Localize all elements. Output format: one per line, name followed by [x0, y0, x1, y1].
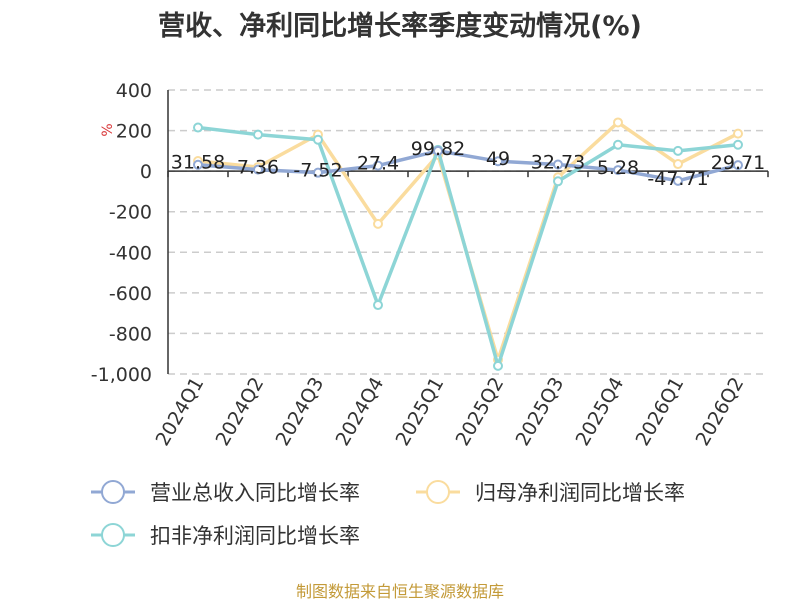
legend-marker: [101, 480, 125, 504]
data-label: 5.28: [597, 157, 639, 179]
data-point: [433, 145, 443, 156]
x-tick-label: 2026Q1: [632, 374, 689, 450]
data-label: 99.82: [411, 138, 465, 160]
y-axis-label: %: [100, 123, 116, 136]
y-tick-label: 400: [116, 80, 152, 102]
data-label: -7.52: [293, 160, 342, 182]
data-point: [193, 122, 203, 133]
x-tick-label: 2025Q4: [572, 374, 629, 450]
data-label: 29.71: [711, 152, 765, 174]
data-point: [373, 300, 383, 311]
data-point: [733, 139, 743, 150]
data-point: [553, 176, 563, 187]
data-point: [493, 156, 503, 167]
x-tick-label: 2025Q2: [452, 374, 509, 450]
y-tick-label: -200: [109, 202, 152, 224]
data-point: [313, 134, 323, 145]
legend-label: 归母净利润同比增长率: [475, 481, 685, 505]
source-note: 制图数据来自恒生聚源数据库: [295, 582, 504, 601]
x-tick-label: 2025Q1: [392, 374, 449, 450]
y-tick-label: -400: [109, 242, 152, 264]
series-lines: [193, 117, 743, 371]
data-point: [673, 175, 683, 186]
y-tick-label: 0: [140, 161, 152, 183]
data-point: [613, 165, 623, 176]
data-point: [373, 160, 383, 171]
x-tick-label: 2024Q4: [332, 374, 389, 450]
x-tick-label: 2026Q2: [692, 374, 749, 450]
data-point: [673, 159, 683, 170]
chart-title: 营收、净利同比增长率季度变动情况(%): [158, 11, 642, 42]
series-line: [197, 125, 739, 368]
legend-marker: [101, 523, 125, 547]
x-tick-label: 2024Q1: [152, 374, 209, 450]
legend-item[interactable]: 营业总收入同比增长率: [91, 480, 360, 505]
y-tick-label: -800: [109, 323, 152, 345]
legend-label: 扣非净利润同比增长率: [150, 524, 360, 548]
data-label: 31.58: [171, 152, 225, 174]
data-label: 27.4: [357, 153, 399, 175]
data-point: [253, 129, 263, 140]
data-label: 32.73: [531, 152, 585, 174]
data-label: 7.36: [237, 157, 279, 179]
legend-item[interactable]: 扣非净利润同比增长率: [91, 523, 360, 548]
y-tick-label: -600: [109, 283, 152, 305]
legend-label: 营业总收入同比增长率: [150, 481, 360, 505]
data-point: [733, 128, 743, 139]
y-tick-label: 200: [116, 121, 152, 143]
data-label: -47.71: [647, 168, 708, 190]
data-point: [673, 145, 683, 156]
data-point: [553, 159, 563, 170]
data-point: [613, 139, 623, 150]
data-point: [733, 160, 743, 171]
data-point: [193, 159, 203, 170]
x-tick-label: 2024Q3: [272, 374, 329, 450]
data-point: [253, 164, 263, 175]
data-point: [493, 360, 503, 371]
data-label: 49: [486, 148, 510, 170]
data-point: [373, 218, 383, 229]
x-tick-label: 2024Q2: [212, 374, 269, 450]
x-tick-label: 2025Q3: [512, 374, 569, 450]
y-tick-label: -1,000: [91, 364, 152, 386]
data-labels: 31.58 7.36 -7.52 27.4 99.82 49 32.73 5.28 -47.71…: [171, 138, 765, 190]
legend-item[interactable]: 归母净利润同比增长率: [416, 480, 685, 505]
data-point: [313, 167, 323, 178]
series-line: [197, 149, 739, 183]
legend-marker: [426, 480, 450, 504]
data-point: [613, 117, 623, 128]
